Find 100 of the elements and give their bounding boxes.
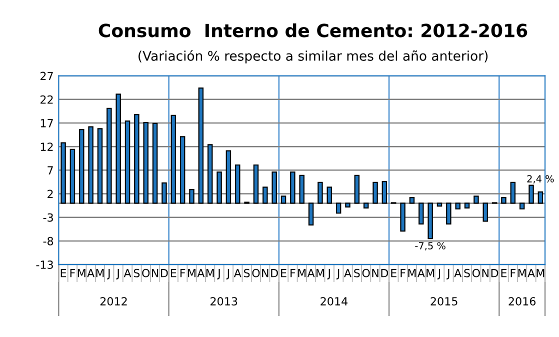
x-tick-label: M (408, 269, 416, 278)
bar (207, 144, 213, 204)
bar (345, 202, 350, 208)
x-tick-label: S (134, 268, 140, 278)
x-tick-label: A (307, 269, 315, 278)
bar (400, 202, 406, 232)
y-tick-label: -3 (43, 213, 53, 222)
x-tick-label: M (96, 269, 104, 278)
bar (482, 202, 488, 222)
x-tick-label: M (518, 269, 526, 278)
x-tick-label: J (116, 269, 119, 280)
y-tick-label: 27 (40, 72, 53, 80)
x-tick-label: S (354, 268, 360, 278)
x-tick-label: F (510, 269, 516, 278)
bar (262, 186, 268, 204)
x-tick-label: N (482, 269, 488, 278)
x-tick-label: O (142, 268, 150, 278)
bar (363, 202, 369, 208)
bar (143, 122, 148, 204)
x-tick-label: M (206, 269, 214, 278)
text: 2016 (508, 297, 536, 306)
bar (446, 202, 452, 225)
y-tick-label: 22 (40, 95, 53, 104)
x-tick-label: J (437, 269, 440, 280)
x-tick-label: N (372, 269, 378, 278)
x-tick-label: S (244, 268, 250, 278)
bar (436, 202, 442, 207)
x-tick-label: M (78, 269, 86, 278)
bar (299, 174, 304, 204)
bar (318, 182, 323, 204)
x-tick-label: A (87, 269, 95, 278)
x-tick-label: A (234, 269, 242, 278)
bar (116, 94, 121, 204)
x-tick-label: A (124, 269, 132, 278)
bar (97, 128, 103, 204)
x-tick-label: M (188, 269, 196, 278)
x-tick-label: F (290, 269, 296, 278)
bar (106, 108, 112, 204)
x-tick-label: A (454, 269, 462, 278)
bar (235, 164, 240, 204)
x-tick-label: J (336, 269, 340, 280)
bar (501, 196, 506, 204)
bar (253, 164, 259, 204)
x-tick-label: A (344, 269, 352, 278)
y-tick-label: -13 (36, 260, 53, 269)
x-tick-label: M (316, 269, 324, 278)
bar (326, 186, 332, 204)
bar (354, 174, 360, 204)
x-tick-label: S (464, 268, 470, 278)
bar (162, 182, 167, 204)
x-tick-label: E (281, 269, 286, 278)
x-tick-label: D (271, 269, 278, 278)
x-tick-label: E (170, 269, 176, 278)
bar (528, 184, 534, 204)
x-tick-label: D (381, 269, 388, 278)
y-tick-label: 2 (48, 190, 53, 198)
bar (189, 188, 194, 204)
y-tick-label: 17 (40, 119, 53, 128)
x-tick-label: N (262, 269, 268, 278)
x-tick-label: D (491, 269, 498, 278)
bar (308, 202, 314, 226)
x-tick-label: J (446, 269, 450, 280)
bar (519, 202, 525, 210)
chart-title: Consumo Interno de Cemento: 2012-2016 (98, 23, 528, 38)
bar (510, 182, 516, 204)
text: 2013 (210, 297, 238, 306)
bar (336, 202, 342, 214)
bar (134, 114, 140, 204)
y-tick-label: 12 (40, 142, 53, 151)
x-tick-label: F (70, 269, 76, 278)
bar (216, 172, 222, 204)
x-tick-label: F (180, 269, 186, 278)
bar (290, 172, 296, 204)
x-tick-label: A (417, 269, 425, 278)
bar (474, 196, 479, 204)
bar (409, 196, 415, 204)
y-tick-label: 7 (48, 166, 53, 174)
x-tick-label: E (60, 269, 66, 278)
y-tick-label: -8 (43, 236, 54, 246)
chart-subtitle: (Variación % respecto a similar mes del año anterior) (138, 50, 488, 64)
bar (272, 172, 277, 204)
bar (418, 202, 424, 225)
x-tick-label: M (298, 269, 306, 278)
x-tick-label: M (536, 269, 544, 278)
x-tick-label: J (226, 269, 229, 280)
bar (280, 196, 286, 204)
x-tick-label: A (528, 269, 535, 278)
x-tick-label: O (252, 268, 260, 278)
bar (464, 202, 470, 208)
bar (170, 114, 176, 204)
x-tick-label: A (197, 269, 205, 278)
bar (124, 120, 130, 204)
bar (88, 126, 94, 204)
x-tick-label: N (152, 269, 158, 278)
text: 2014 (320, 297, 348, 306)
x-tick-label: J (217, 269, 220, 280)
x-tick-label: E (501, 269, 507, 278)
bar (428, 202, 433, 240)
x-tick-label: O (362, 268, 370, 278)
bar (70, 148, 76, 204)
